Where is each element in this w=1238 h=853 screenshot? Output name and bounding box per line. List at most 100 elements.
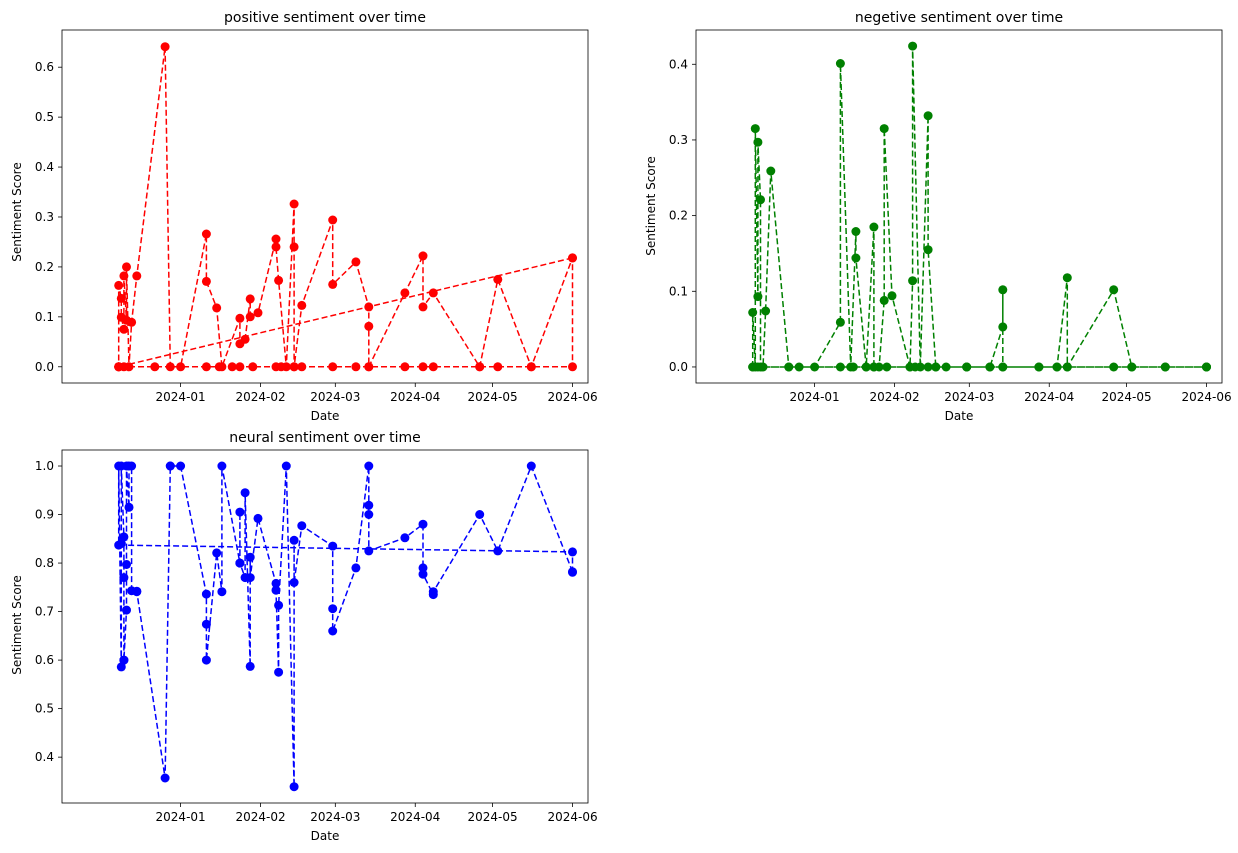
data-point: [328, 279, 338, 289]
data-point: [1109, 285, 1119, 295]
data-point: [274, 667, 284, 677]
y-tick-label: 0.5: [35, 110, 54, 124]
data-point: [235, 313, 245, 323]
y-tick-label: 0.1: [669, 284, 688, 298]
data-point: [245, 661, 255, 671]
data-point: [418, 251, 428, 261]
x-tick-label: 2024-06: [547, 810, 597, 824]
data-point: [201, 276, 211, 286]
data-point: [998, 285, 1008, 295]
data-point: [245, 294, 255, 304]
data-point: [235, 339, 245, 349]
data-point: [923, 111, 933, 121]
data-point: [297, 362, 307, 372]
data-point: [116, 293, 126, 303]
data-point: [217, 461, 227, 471]
data-point: [784, 362, 794, 372]
data-point: [328, 215, 338, 225]
data-point: [364, 321, 374, 331]
data-point: [1109, 362, 1119, 372]
data-point: [116, 312, 126, 322]
data-point: [176, 362, 186, 372]
data-point: [289, 535, 299, 545]
data-point: [328, 362, 338, 372]
data-point: [882, 362, 892, 372]
data-point: [328, 626, 338, 636]
y-tick-label: 0.3: [669, 133, 688, 147]
data-point: [116, 662, 126, 672]
data-point: [271, 585, 281, 595]
data-point: [124, 362, 134, 372]
x-tick-label: 2024-01: [156, 390, 206, 404]
data-point: [1052, 362, 1062, 372]
data-point: [931, 362, 941, 372]
x-axis-label: Date: [311, 829, 340, 843]
data-point: [297, 300, 307, 310]
data-point: [289, 199, 299, 209]
x-tick-label: 2024-05: [468, 810, 518, 824]
data-point: [851, 253, 861, 263]
y-tick-label: 0.4: [669, 57, 688, 71]
data-point: [212, 303, 222, 313]
data-point: [281, 362, 291, 372]
positive-sentiment-plot: positive sentiment over time Date Sentim…: [10, 10, 598, 423]
x-tick-label: 2024-02: [869, 390, 919, 404]
data-point: [114, 540, 124, 550]
data-point: [869, 222, 879, 232]
data-point: [253, 308, 263, 318]
data-point: [122, 560, 131, 569]
x-tick-label: 2024-03: [310, 810, 360, 824]
data-point: [923, 245, 933, 255]
data-point: [281, 461, 291, 471]
data-point: [289, 782, 299, 792]
y-tick-label: 0.2: [669, 209, 688, 223]
data-point: [861, 362, 871, 372]
data-point: [122, 262, 131, 272]
data-point: [851, 227, 861, 236]
data-point: [941, 362, 951, 372]
data-point: [201, 655, 211, 665]
data-point: [235, 507, 245, 517]
data-point: [150, 362, 160, 372]
data-point: [568, 253, 577, 263]
data-point: [1034, 362, 1044, 372]
data-point: [905, 362, 915, 372]
data-point: [160, 42, 170, 52]
data-point: [568, 547, 577, 557]
data-point: [962, 362, 972, 372]
data-point: [493, 546, 503, 556]
x-axis-label: Date: [311, 409, 340, 423]
data-point: [400, 533, 410, 543]
data-point: [122, 605, 131, 615]
data-point: [271, 242, 281, 252]
data-point: [271, 234, 281, 244]
data-point: [475, 362, 485, 372]
data-point: [428, 362, 438, 372]
data-point: [165, 362, 175, 372]
data-point: [869, 362, 879, 372]
data-point: [1062, 362, 1072, 372]
data-point: [908, 276, 918, 286]
data-point: [289, 242, 299, 252]
data-point: [297, 521, 307, 531]
data-point: [274, 275, 284, 285]
data-point: [923, 362, 933, 372]
data-point: [274, 600, 284, 610]
y-axis-label: Sentiment Score: [644, 156, 658, 255]
data-point: [1160, 362, 1170, 372]
x-tick-label: 2024-03: [944, 390, 994, 404]
y-axis-label: Sentiment Score: [10, 162, 24, 261]
x-tick-label: 2024-06: [547, 390, 597, 404]
data-point: [428, 590, 438, 600]
data-point: [124, 502, 134, 512]
data-point: [227, 362, 237, 372]
y-tick-label: 1.0: [35, 459, 54, 473]
data-point: [119, 324, 129, 334]
data-point: [253, 513, 263, 523]
y-tick-label: 0.1: [35, 310, 54, 324]
data-point: [201, 229, 211, 239]
x-tick-label: 2024-02: [235, 390, 285, 404]
data-point: [810, 362, 820, 372]
data-point: [908, 41, 918, 51]
data-point: [428, 288, 438, 298]
